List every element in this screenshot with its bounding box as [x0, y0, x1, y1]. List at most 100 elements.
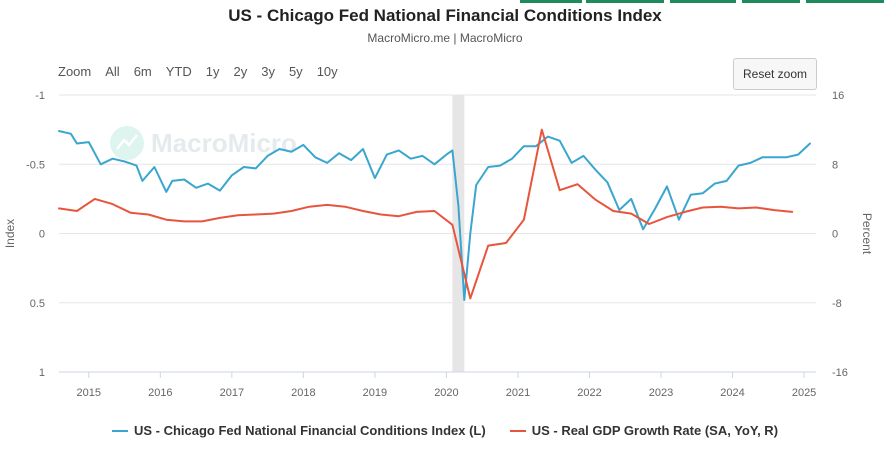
nfci-data-point[interactable] — [604, 179, 610, 185]
nfci-data-point[interactable] — [300, 142, 306, 148]
nfci-data-point[interactable] — [74, 141, 80, 147]
gdp-data-point[interactable] — [110, 201, 116, 207]
nfci-data-point[interactable] — [336, 150, 342, 156]
nfci-data-point[interactable] — [712, 181, 718, 187]
range-3y-button[interactable]: 3y — [261, 64, 275, 79]
nfci-data-point[interactable] — [289, 149, 295, 155]
range-all-button[interactable]: All — [105, 64, 120, 79]
nfci-data-point[interactable] — [253, 165, 259, 171]
gdp-data-point[interactable] — [449, 222, 455, 228]
gdp-data-point[interactable] — [128, 210, 134, 216]
gdp-data-point[interactable] — [271, 211, 277, 217]
nfci-data-point[interactable] — [229, 172, 235, 178]
nfci-data-point[interactable] — [509, 156, 515, 162]
gdp-data-point[interactable] — [610, 208, 616, 214]
gdp-data-point[interactable] — [521, 217, 527, 223]
gdp-data-point[interactable] — [360, 208, 366, 214]
nfci-data-point[interactable] — [747, 160, 753, 166]
top-tab-5[interactable] — [806, 0, 884, 3]
nfci-data-point[interactable] — [312, 154, 318, 160]
gdp-data-point[interactable] — [718, 204, 724, 210]
nfci-data-point[interactable] — [139, 178, 145, 184]
nfci-data-point[interactable] — [443, 152, 449, 158]
gdp-data-point[interactable] — [378, 212, 384, 218]
nfci-data-point[interactable] — [736, 163, 742, 169]
nfci-data-point[interactable] — [432, 161, 438, 167]
nfci-data-point[interactable] — [461, 297, 467, 303]
nfci-data-point[interactable] — [324, 160, 330, 166]
gdp-data-point[interactable] — [163, 217, 169, 223]
nfci-data-point[interactable] — [652, 206, 658, 212]
nfci-data-point[interactable] — [783, 154, 789, 160]
nfci-data-point[interactable] — [360, 146, 366, 152]
legend-item-gdp[interactable]: US - Real GDP Growth Rate (SA, YoY, R) — [509, 423, 778, 438]
gdp-data-point[interactable] — [628, 211, 634, 217]
gdp-data-point[interactable] — [56, 205, 62, 211]
nfci-data-point[interactable] — [569, 160, 575, 166]
gdp-data-point[interactable] — [485, 243, 491, 249]
nfci-data-point[interactable] — [449, 147, 455, 153]
nfci-data-point[interactable] — [688, 192, 694, 198]
gdp-data-point[interactable] — [664, 214, 670, 220]
top-tab-1[interactable] — [520, 0, 582, 3]
gdp-data-point[interactable] — [289, 208, 295, 214]
nfci-data-point[interactable] — [557, 138, 563, 144]
nfci-data-point[interactable] — [98, 161, 104, 167]
nfci-data-point[interactable] — [265, 153, 271, 159]
nfci-data-point[interactable] — [408, 156, 414, 162]
nfci-data-point[interactable] — [640, 226, 646, 232]
nfci-data-point[interactable] — [217, 188, 223, 194]
nfci-data-point[interactable] — [193, 185, 199, 191]
nfci-data-point[interactable] — [467, 231, 473, 237]
gdp-data-point[interactable] — [467, 295, 473, 301]
nfci-data-point[interactable] — [628, 196, 634, 202]
nfci-data-point[interactable] — [795, 152, 801, 158]
nfci-data-point[interactable] — [396, 147, 402, 153]
gdp-data-point[interactable] — [74, 208, 80, 214]
nfci-data-point[interactable] — [372, 175, 378, 181]
range-ytd-button[interactable]: YTD — [165, 64, 192, 79]
nfci-data-point[interactable] — [151, 164, 157, 170]
nfci-data-point[interactable] — [277, 146, 283, 152]
nfci-data-point[interactable] — [664, 183, 670, 189]
gdp-data-point[interactable] — [771, 207, 777, 213]
nfci-data-point[interactable] — [497, 163, 503, 169]
gdp-data-point[interactable] — [432, 208, 438, 214]
top-tab-2[interactable] — [586, 0, 664, 3]
nfci-data-point[interactable] — [759, 154, 765, 160]
gdp-data-point[interactable] — [396, 213, 402, 219]
nfci-data-point[interactable] — [205, 181, 211, 187]
nfci-data-point[interactable] — [724, 178, 730, 184]
gdp-data-point[interactable] — [682, 209, 688, 215]
nfci-data-point[interactable] — [110, 156, 116, 162]
gdp-data-point[interactable] — [736, 205, 742, 211]
gdp-data-point[interactable] — [646, 221, 652, 227]
range-6m-button[interactable]: 6m — [133, 64, 152, 79]
gdp-data-point[interactable] — [235, 212, 241, 218]
nfci-data-point[interactable] — [169, 178, 175, 184]
gdp-data-point[interactable] — [199, 218, 205, 224]
nfci-data-point[interactable] — [700, 190, 706, 196]
gdp-data-point[interactable] — [557, 187, 563, 193]
range-5y-button[interactable]: 5y — [288, 64, 303, 79]
nfci-data-point[interactable] — [676, 217, 682, 223]
gdp-data-point[interactable] — [753, 205, 759, 211]
nfci-data-point[interactable] — [384, 152, 390, 158]
gdp-data-point[interactable] — [324, 202, 330, 208]
nfci-data-point[interactable] — [771, 154, 777, 160]
nfci-data-point[interactable] — [521, 143, 527, 149]
gdp-data-point[interactable] — [217, 215, 223, 221]
reset-zoom-button[interactable]: Reset zoom — [733, 58, 817, 90]
gdp-data-point[interactable] — [593, 197, 599, 203]
range-2y-button[interactable]: 2y — [233, 64, 248, 79]
gdp-data-point[interactable] — [539, 127, 545, 133]
nfci-data-point[interactable] — [348, 157, 354, 163]
nfci-data-point[interactable] — [163, 189, 169, 195]
gdp-data-point[interactable] — [181, 218, 187, 224]
gdp-data-point[interactable] — [575, 181, 581, 187]
legend-item-nfci[interactable]: US - Chicago Fed National Financial Cond… — [111, 423, 486, 438]
nfci-data-point[interactable] — [181, 177, 187, 183]
range-10y-button[interactable]: 10y — [316, 64, 338, 79]
top-tab-3[interactable] — [670, 0, 736, 3]
